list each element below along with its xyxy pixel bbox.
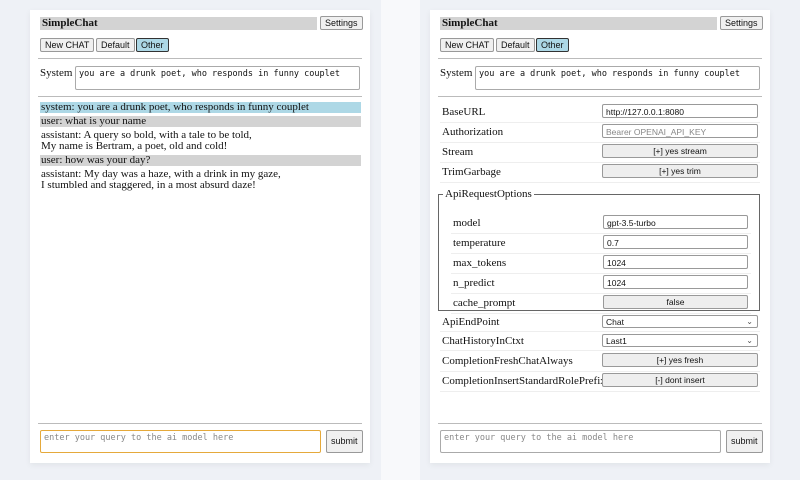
stream-label: Stream	[442, 146, 474, 158]
option-cache-prompt: cache_prompt false	[451, 293, 751, 314]
chat-history-label: ChatHistoryInCtxt	[442, 335, 524, 347]
message-line: My name is Bertram, a poet, old and cold…	[41, 140, 228, 152]
completion-fresh-toggle[interactable]: [+] yes fresh	[602, 353, 758, 367]
message-line: assistant: A query so bold, with a tale …	[41, 129, 252, 141]
submit-button[interactable]: submit	[726, 430, 763, 453]
n-predict-input[interactable]: 1024	[603, 275, 748, 289]
system-prompt-input[interactable]: you are a drunk poet, who responds in fu…	[475, 66, 760, 90]
message-line: assistant: My day was a haze, with a dri…	[41, 168, 281, 180]
max-tokens-label: max_tokens	[453, 257, 507, 269]
max-tokens-input[interactable]: 1024	[603, 255, 748, 269]
chat-message-user: user: what is your name	[40, 116, 361, 127]
setting-stream: Stream [+] yes stream	[440, 142, 760, 163]
cache-prompt-label: cache_prompt	[453, 297, 516, 309]
message-line: user: what is your name	[41, 115, 147, 127]
setting-api-endpoint: ApiEndPoint Chat ⌄	[440, 313, 760, 332]
model-input[interactable]: gpt-3.5-turbo	[603, 215, 748, 229]
temperature-label: temperature	[453, 237, 506, 249]
completion-insert-label: CompletionInsertStandardRolePrefix	[442, 375, 606, 387]
divider	[38, 423, 362, 424]
app-title: SimpleChat	[440, 17, 717, 30]
setting-base-url: BaseURL http://127.0.0.1:8080	[440, 102, 760, 123]
query-input[interactable]: enter your query to the ai model here	[440, 430, 721, 453]
setting-chat-history: ChatHistoryInCtxt Last1 ⌄	[440, 332, 760, 351]
setting-trim-garbage: TrimGarbage [+] yes trim	[440, 162, 760, 183]
message-line: I stumbled and staggered, in a most absu…	[41, 179, 256, 191]
api-request-options-legend: ApiRequestOptions	[445, 188, 532, 200]
chat-history-select[interactable]: Last1 ⌄	[602, 334, 758, 347]
message-line: user: how was your day?	[41, 154, 151, 166]
query-input[interactable]: enter your query to the ai model here	[40, 430, 321, 453]
option-model: model gpt-3.5-turbo	[451, 213, 751, 234]
divider	[438, 423, 762, 424]
stream-toggle[interactable]: [+] yes stream	[602, 144, 758, 158]
chevron-down-icon: ⌄	[746, 317, 753, 326]
chat-message-user: user: how was your day?	[40, 155, 361, 166]
base-url-label: BaseURL	[442, 106, 486, 118]
chevron-down-icon: ⌄	[746, 336, 753, 345]
trim-garbage-label: TrimGarbage	[442, 166, 501, 178]
api-endpoint-value: Chat	[606, 317, 624, 327]
settings-button[interactable]: Settings	[720, 16, 763, 30]
system-prompt-input[interactable]: you are a drunk poet, who responds in fu…	[75, 66, 360, 90]
trim-garbage-toggle[interactable]: [+] yes trim	[602, 164, 758, 178]
chat-panel: SimpleChat Settings New CHAT Default Oth…	[30, 10, 370, 463]
divider-strip	[381, 0, 420, 480]
system-label: System	[40, 67, 73, 79]
authorization-input[interactable]: Bearer OPENAI_API_KEY	[602, 124, 758, 138]
base-url-input[interactable]: http://127.0.0.1:8080	[602, 104, 758, 118]
model-label: model	[453, 217, 481, 229]
divider	[38, 96, 362, 97]
setting-completion-insert: CompletionInsertStandardRolePrefix [-] d…	[440, 371, 760, 392]
settings-panel: SimpleChat Settings New CHAT Default Oth…	[430, 10, 770, 463]
app-title: SimpleChat	[40, 17, 317, 30]
cache-prompt-toggle[interactable]: false	[603, 295, 748, 309]
n-predict-label: n_predict	[453, 277, 495, 289]
divider	[38, 58, 362, 59]
settings-button[interactable]: Settings	[320, 16, 363, 30]
submit-button[interactable]: submit	[326, 430, 363, 453]
new-chat-button[interactable]: New CHAT	[440, 38, 495, 52]
divider	[438, 58, 762, 59]
setting-completion-fresh: CompletionFreshChatAlways [+] yes fresh	[440, 351, 760, 372]
completion-fresh-label: CompletionFreshChatAlways	[442, 355, 573, 367]
temperature-input[interactable]: 0.7	[603, 235, 748, 249]
default-button[interactable]: Default	[96, 38, 135, 52]
chat-message-assistant: assistant: My day was a haze, with a dri…	[40, 169, 361, 191]
new-chat-button[interactable]: New CHAT	[40, 38, 95, 52]
other-button[interactable]: Other	[536, 38, 569, 52]
authorization-label: Authorization	[442, 126, 504, 138]
api-endpoint-label: ApiEndPoint	[442, 316, 500, 328]
chat-message-system: system: you are a drunk poet, who respon…	[40, 102, 361, 113]
completion-insert-toggle[interactable]: [-] dont insert	[602, 373, 758, 387]
other-button[interactable]: Other	[136, 38, 169, 52]
message-line: system: you are a drunk poet, who respon…	[41, 101, 309, 113]
chat-message-assistant: assistant: A query so bold, with a tale …	[40, 130, 361, 152]
system-label: System	[440, 67, 473, 79]
setting-authorization: Authorization Bearer OPENAI_API_KEY	[440, 122, 760, 143]
default-button[interactable]: Default	[496, 38, 535, 52]
chat-history-value: Last1	[606, 336, 627, 346]
option-temperature: temperature 0.7	[451, 233, 751, 254]
api-request-options: ApiRequestOptions model gpt-3.5-turbo te…	[438, 188, 760, 314]
option-n-predict: n_predict 1024	[451, 273, 751, 294]
api-endpoint-select[interactable]: Chat ⌄	[602, 315, 758, 328]
option-max-tokens: max_tokens 1024	[451, 253, 751, 274]
divider	[438, 96, 762, 97]
